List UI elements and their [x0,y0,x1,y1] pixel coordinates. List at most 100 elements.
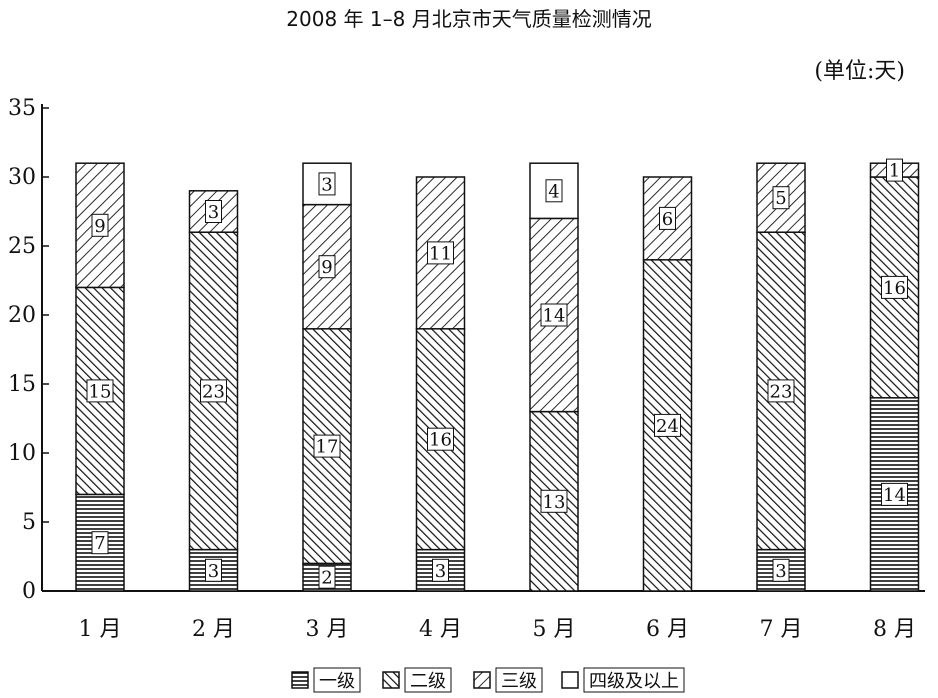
data-label: 3 [772,558,790,582]
legend-label: 一级 [319,671,355,692]
x-category-label: 5 月 [533,617,576,642]
data-label-text: 14 [883,485,906,506]
y-tick-label: 20 [8,303,36,328]
legend-swatch [473,671,491,689]
legend-item: 二级 [382,667,452,693]
data-label: 5 [772,186,790,210]
data-label: 4 [545,179,563,203]
data-label-text: 5 [775,188,786,209]
data-label-box [318,255,336,279]
data-label-box [772,186,790,210]
data-label-text: 17 [316,437,339,458]
data-label-box [545,179,563,203]
data-label-box [318,172,336,196]
data-label-text: 23 [770,381,793,402]
bars: 1 月 2 月 3 月 4 月 5 月 6 月 7 月 8 月 [75,162,920,642]
x-category-label: 4 月 [419,617,462,642]
data-label-box [318,565,336,589]
chart-title: 2008 年 1–8 月北京市天气质量检测情况 [286,7,651,31]
data-label-box [427,241,454,265]
data-label-box [200,379,227,403]
data-label-text: 14 [543,306,566,327]
x-category-label: 2 月 [192,617,235,642]
data-label: 11 [427,241,454,265]
data-label: 17 [313,434,341,458]
legend-swatch [561,671,579,689]
data-label: 9 [318,255,336,279]
data-label: 3 [205,558,222,582]
data-label-text: 7 [94,533,105,554]
legend-item: 一级 [291,667,361,693]
data-label-text: 3 [775,561,786,582]
data-label: 6 [659,206,676,230]
data-label-text: 3 [208,561,219,582]
y-tick-label: 10 [8,441,36,466]
unit-note: (单位:天) [814,59,905,84]
data-label-box [881,482,908,506]
y-tick-label: 30 [8,165,36,190]
data-label-box [91,531,109,555]
data-label-text: 16 [429,430,452,451]
data-label-text: 3 [208,202,219,223]
y-tick-label: 35 [8,96,36,121]
data-label-box [540,303,568,327]
legend-label: 四级及以上 [589,671,679,692]
y-tick-label: 25 [8,234,36,259]
data-label-box [540,489,568,513]
y-tick-label: 0 [22,579,36,604]
data-label-text: 2 [321,568,332,589]
data-label-text: 24 [656,416,679,437]
data-label: 7 [91,531,109,555]
legend-label-box [313,667,361,693]
data-label-text: 9 [94,216,105,237]
data-label: 16 [881,275,908,299]
data-label-text: 23 [202,381,225,402]
data-label-box [205,558,222,582]
legend: 一级 二级 三级 四级及以上 [291,667,685,693]
x-category-label: 6 月 [646,617,689,642]
x-category-label: 1 月 [79,617,122,642]
data-label: 14 [881,482,908,506]
data-label-box [427,427,454,451]
data-label-box [86,379,114,403]
data-label: 23 [767,379,795,403]
data-label: 24 [654,413,681,437]
legend-item: 四级及以上 [561,667,685,693]
data-label-text: 13 [543,492,566,513]
data-label-box [91,213,109,237]
data-label: 9 [91,213,109,237]
data-label: 2 [318,565,336,589]
legend-swatch [382,671,400,689]
x-category-label: 7 月 [760,617,803,642]
data-label-box [205,200,222,223]
data-label: 15 [86,379,114,403]
legend-item: 三级 [473,667,543,693]
bar-segment [302,203,352,330]
data-label: 23 [200,379,227,403]
data-label: 1 [886,158,903,182]
legend-label-box [495,667,543,693]
data-label: 16 [427,427,454,451]
data-label: 3 [318,172,336,196]
data-label-text: 1 [889,161,900,182]
data-label: 13 [540,489,568,513]
data-label-text: 6 [662,209,673,230]
y-tick-label: 5 [22,510,36,535]
data-label-box [881,275,908,299]
data-label-text: 11 [429,243,452,264]
data-label-text: 3 [321,174,332,195]
data-label-text: 3 [435,561,446,582]
data-label-box [654,413,681,437]
legend-label-box [583,667,685,693]
data-label: 3 [432,558,449,582]
data-label: 3 [205,200,222,223]
data-label-box [886,158,903,182]
data-label-text: 4 [548,181,559,202]
data-label-box [659,206,676,230]
data-label-box [772,558,790,582]
data-label: 14 [540,303,568,327]
x-category-label: 3 月 [306,617,349,642]
x-category-label: 8 月 [873,617,916,642]
legend-label-box [404,667,452,693]
